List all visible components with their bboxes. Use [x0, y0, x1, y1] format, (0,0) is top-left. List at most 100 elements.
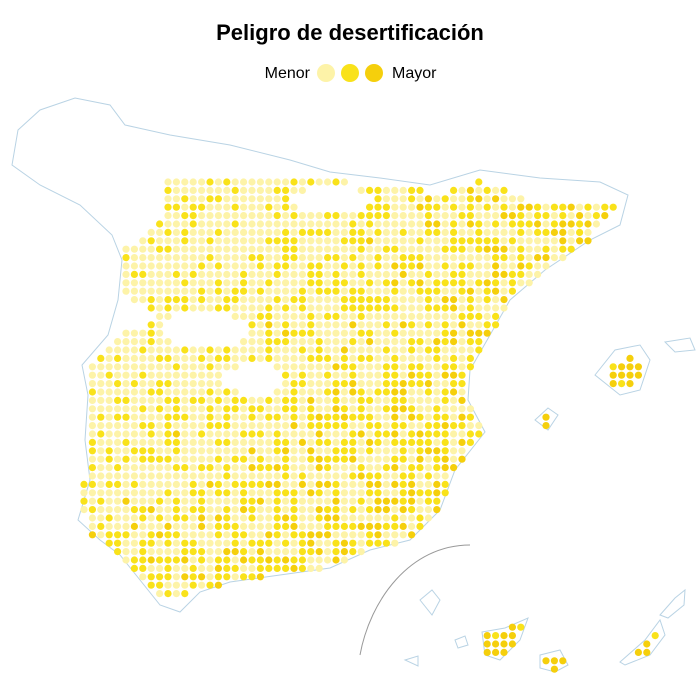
risk-dot [559, 212, 567, 220]
risk-dot [256, 548, 264, 556]
risk-dot [156, 506, 164, 514]
risk-dot [156, 262, 164, 270]
risk-dot [189, 556, 197, 564]
risk-dot [164, 405, 172, 413]
risk-dot [374, 338, 382, 346]
risk-dot [340, 237, 348, 245]
risk-dot [290, 220, 298, 228]
risk-dot [256, 472, 264, 480]
risk-dot [139, 430, 147, 438]
risk-dot [315, 270, 323, 278]
risk-dot [189, 531, 197, 539]
risk-dot [231, 464, 239, 472]
risk-dot [172, 556, 180, 564]
risk-dot [366, 430, 374, 438]
risk-dot [282, 346, 290, 354]
risk-dot [147, 438, 155, 446]
risk-dot [105, 396, 113, 404]
risk-dot [265, 531, 273, 539]
risk-dot [198, 388, 206, 396]
risk-dot [424, 489, 432, 497]
risk-dot [424, 254, 432, 262]
risk-dot [298, 405, 306, 413]
risk-dot [349, 472, 357, 480]
risk-dot [349, 296, 357, 304]
risk-dot [273, 237, 281, 245]
risk-dot [424, 329, 432, 337]
risk-dot [282, 497, 290, 505]
risk-dot [391, 480, 399, 488]
risk-dot [256, 539, 264, 547]
risk-dot [492, 296, 500, 304]
risk-dot [399, 287, 407, 295]
risk-dot [357, 455, 365, 463]
risk-dot [164, 354, 172, 362]
risk-dot [147, 245, 155, 253]
risk-dot [130, 472, 138, 480]
risk-dot [206, 430, 214, 438]
risk-dot [475, 279, 483, 287]
risk-dot [441, 489, 449, 497]
risk-dot [273, 438, 281, 446]
risk-dot [181, 212, 189, 220]
risk-dot [298, 212, 306, 220]
risk-dot [324, 422, 332, 430]
risk-dot [223, 262, 231, 270]
risk-dot [307, 371, 315, 379]
risk-dot [122, 396, 130, 404]
risk-dot [441, 237, 449, 245]
risk-dot [374, 455, 382, 463]
risk-dot [382, 329, 390, 337]
risk-dot [408, 430, 416, 438]
risk-dot [198, 262, 206, 270]
risk-dot [466, 270, 474, 278]
risk-dot [256, 497, 264, 505]
risk-dot [282, 354, 290, 362]
risk-dot [164, 455, 172, 463]
risk-dot [88, 413, 96, 421]
risk-dot [408, 506, 416, 514]
risk-dot [374, 489, 382, 497]
risk-dot [198, 413, 206, 421]
risk-dot [340, 346, 348, 354]
risk-dot [181, 464, 189, 472]
risk-dot [147, 287, 155, 295]
risk-dot [307, 539, 315, 547]
risk-dot [324, 396, 332, 404]
risk-dot [584, 237, 592, 245]
risk-dot [416, 438, 424, 446]
risk-dot [332, 329, 340, 337]
risk-dot [492, 287, 500, 295]
risk-dot [399, 430, 407, 438]
risk-dot [139, 438, 147, 446]
risk-dot [231, 480, 239, 488]
risk-dot [282, 195, 290, 203]
risk-dot [416, 388, 424, 396]
risk-dot [340, 422, 348, 430]
risk-dot [450, 388, 458, 396]
risk-dot [416, 304, 424, 312]
risk-dot [550, 212, 559, 220]
risk-dot [223, 212, 231, 220]
risk-dot [391, 396, 399, 404]
risk-dot [349, 497, 357, 505]
risk-dot [424, 480, 432, 488]
risk-dot [567, 245, 575, 253]
risk-dot [458, 413, 466, 421]
risk-dot [130, 296, 138, 304]
risk-dot [298, 237, 306, 245]
risk-dot [466, 245, 474, 253]
risk-dot [189, 254, 197, 262]
risk-dot [458, 396, 466, 404]
risk-dot [206, 581, 214, 589]
risk-dot [248, 413, 256, 421]
risk-dot [181, 304, 189, 312]
risk-dot [181, 262, 189, 270]
risk-dot [349, 279, 357, 287]
risk-dot [256, 464, 264, 472]
risk-dot [223, 422, 231, 430]
risk-dot [282, 296, 290, 304]
risk-dot [340, 354, 348, 362]
risk-dot [298, 472, 306, 480]
risk-dot [307, 338, 315, 346]
